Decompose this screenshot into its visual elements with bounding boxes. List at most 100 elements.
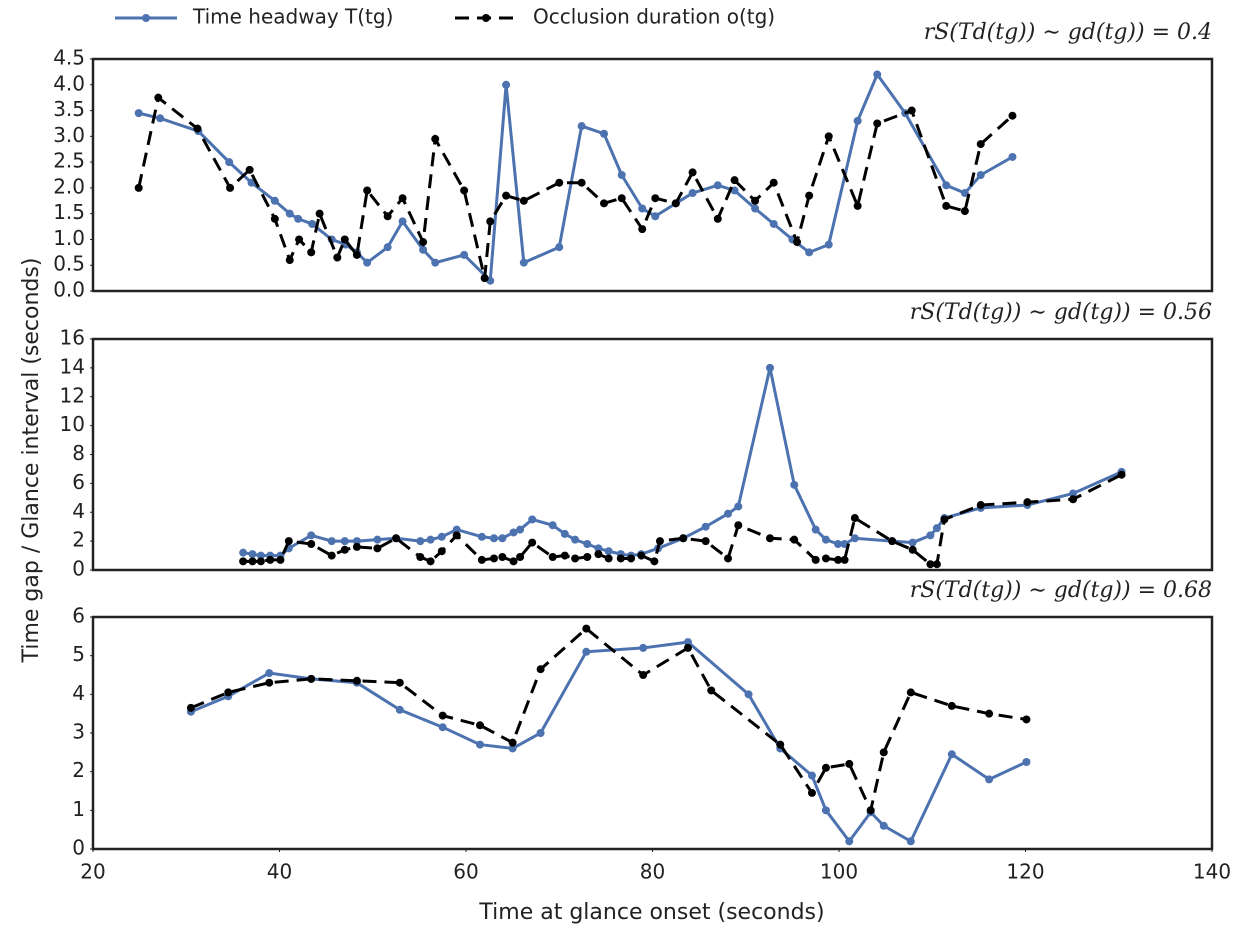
data-point [186,703,195,712]
y-tick-label: 4.5 [53,46,85,70]
data-point [519,196,528,205]
data-point [285,209,294,218]
data-point [1117,470,1126,479]
data-point [926,531,935,540]
data-point [639,643,648,652]
data-point [363,186,372,195]
data-point [671,199,680,208]
data-point [976,140,985,149]
y-tick-label: 3 [72,720,85,744]
data-point [908,538,917,547]
data-point [239,548,248,557]
y-tick-label: 14 [60,354,85,378]
data-point [724,509,733,518]
data-point [548,553,557,562]
data-point [438,711,447,720]
data-point [577,178,586,187]
data-point [616,554,625,563]
data-point [256,551,265,560]
data-point [853,201,862,210]
data-point [509,557,518,566]
data-point [807,771,816,780]
data-point [502,191,511,200]
data-point [730,176,739,185]
data-point [477,532,486,541]
data-point [751,204,760,213]
y-tick-label: 2 [72,758,85,782]
y-tick-label: 4 [72,681,85,705]
y-tick-label: 16 [60,326,85,350]
data-point [821,763,830,772]
data-point [604,554,613,563]
data-point [583,540,592,549]
data-point [947,701,956,710]
data-point [516,525,525,534]
data-point [327,537,336,546]
data-point [536,665,545,674]
data-point [134,183,143,192]
data-point [907,106,916,115]
data-point [850,534,859,543]
legend-label: Time headway T(tg) [192,5,393,29]
data-point [398,194,407,203]
data-point [426,535,435,544]
data-point [594,544,603,553]
data-point [340,235,349,244]
data-point [1008,152,1017,161]
data-point [224,688,233,697]
data-point [452,525,461,534]
data-point [460,186,469,195]
data-point [942,201,951,210]
data-point [352,676,361,685]
data-point [285,256,294,265]
data-point [437,547,446,556]
data-point [486,217,495,226]
data-point [560,551,569,560]
x-tick-label: 60 [453,860,478,884]
data-point [582,624,591,633]
data-point [824,240,833,249]
data-point [489,554,498,563]
y-tick-label: 1.5 [53,200,85,224]
data-point [834,555,843,564]
data-point [985,775,994,784]
data-point [295,235,304,244]
data-point [724,554,733,563]
x-axis-label: Time at glance onset (seconds) [478,900,824,925]
data-point [156,114,165,123]
data-point [395,678,404,687]
data-point [398,217,407,226]
data-point [352,542,361,551]
x-tick-label: 80 [640,860,665,884]
data-point [947,750,956,759]
data-point [239,557,248,566]
data-point [638,225,647,234]
data-point [651,212,660,221]
data-point [1022,758,1031,766]
data-point [888,537,897,546]
data-point [437,532,446,541]
data-point [460,250,469,259]
data-point [327,551,336,560]
data-point [363,258,372,267]
data-point [536,729,545,737]
data-point [577,122,586,131]
data-point [790,480,799,489]
data-point [821,806,830,815]
data-point [942,181,951,190]
data-point [906,688,915,697]
data-point [976,171,985,179]
y-tick-label: 2.0 [53,174,85,198]
data-point [502,80,511,89]
data-point [308,219,317,228]
data-point [594,550,603,559]
data-point [392,534,401,543]
data-point [734,521,743,530]
data-point [790,535,799,544]
data-point [498,553,507,562]
data-point [307,248,316,257]
data-point [655,537,664,546]
data-point [821,554,830,563]
data-point [528,538,537,547]
data-point [845,759,854,768]
